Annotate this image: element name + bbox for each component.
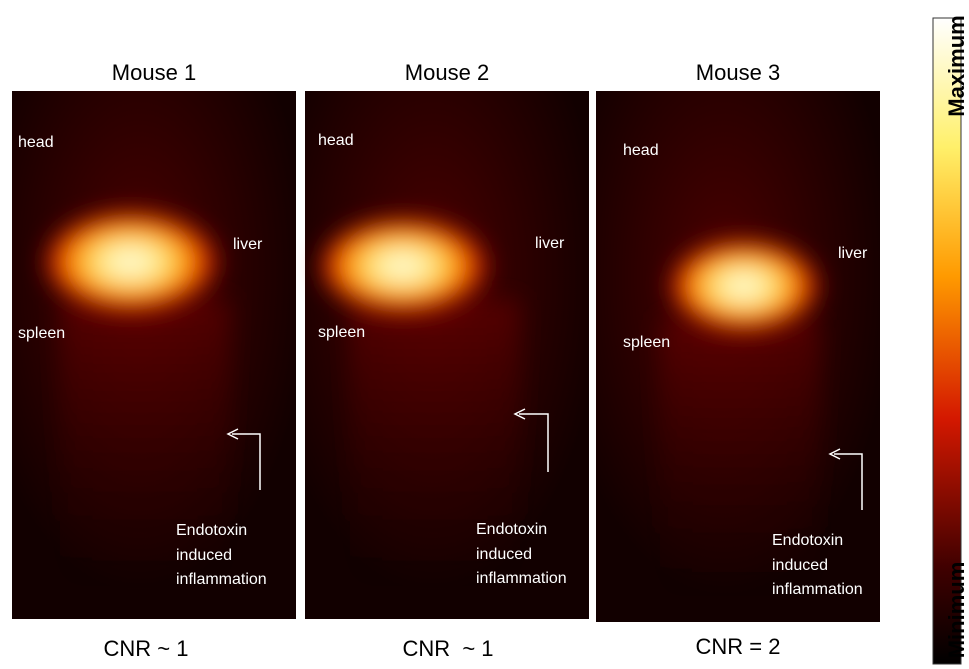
- caption: CNR = 2: [696, 634, 781, 659]
- label: head: [18, 134, 54, 151]
- caption: CNR ~ 1: [402, 636, 493, 661]
- panel-title: Mouse 1: [112, 60, 196, 85]
- label: liver: [838, 245, 868, 262]
- annotation: inflammation: [476, 570, 567, 587]
- annotation: Endotoxin: [772, 532, 843, 549]
- colorbar-max: Maximum: [944, 15, 969, 116]
- panel-title: Mouse 2: [405, 60, 489, 85]
- colorbar-min: Minimum: [944, 562, 969, 659]
- colorbar: Maximum Minimum: [933, 15, 969, 664]
- annotation: induced: [176, 547, 232, 564]
- liver-signal: [670, 236, 834, 336]
- panel-title: Mouse 3: [696, 60, 780, 85]
- annotation: inflammation: [176, 571, 267, 588]
- annotation: Endotoxin: [476, 521, 547, 538]
- annotation: inflammation: [772, 581, 863, 598]
- liver-signal: [45, 207, 235, 317]
- annotation: induced: [476, 546, 532, 563]
- figure: Mouse 1 head liver spleen Endotoxin indu…: [0, 0, 969, 669]
- label: liver: [535, 235, 565, 252]
- panel: Mouse 1 head liver spleen Endotoxin indu…: [12, 60, 296, 661]
- annotation: Endotoxin: [176, 522, 247, 539]
- label: spleen: [623, 334, 670, 351]
- annotation: induced: [772, 557, 828, 574]
- label: head: [623, 142, 659, 159]
- label: head: [318, 132, 354, 149]
- liver-signal: [320, 214, 504, 318]
- caption: CNR ~ 1: [104, 636, 189, 661]
- label: spleen: [18, 325, 65, 342]
- label: liver: [233, 236, 263, 253]
- panel: Mouse 3 head liver spleen Endotoxin indu…: [596, 60, 880, 659]
- label: spleen: [318, 324, 365, 341]
- panel: Mouse 2 head liver spleen Endotoxin indu…: [305, 60, 589, 661]
